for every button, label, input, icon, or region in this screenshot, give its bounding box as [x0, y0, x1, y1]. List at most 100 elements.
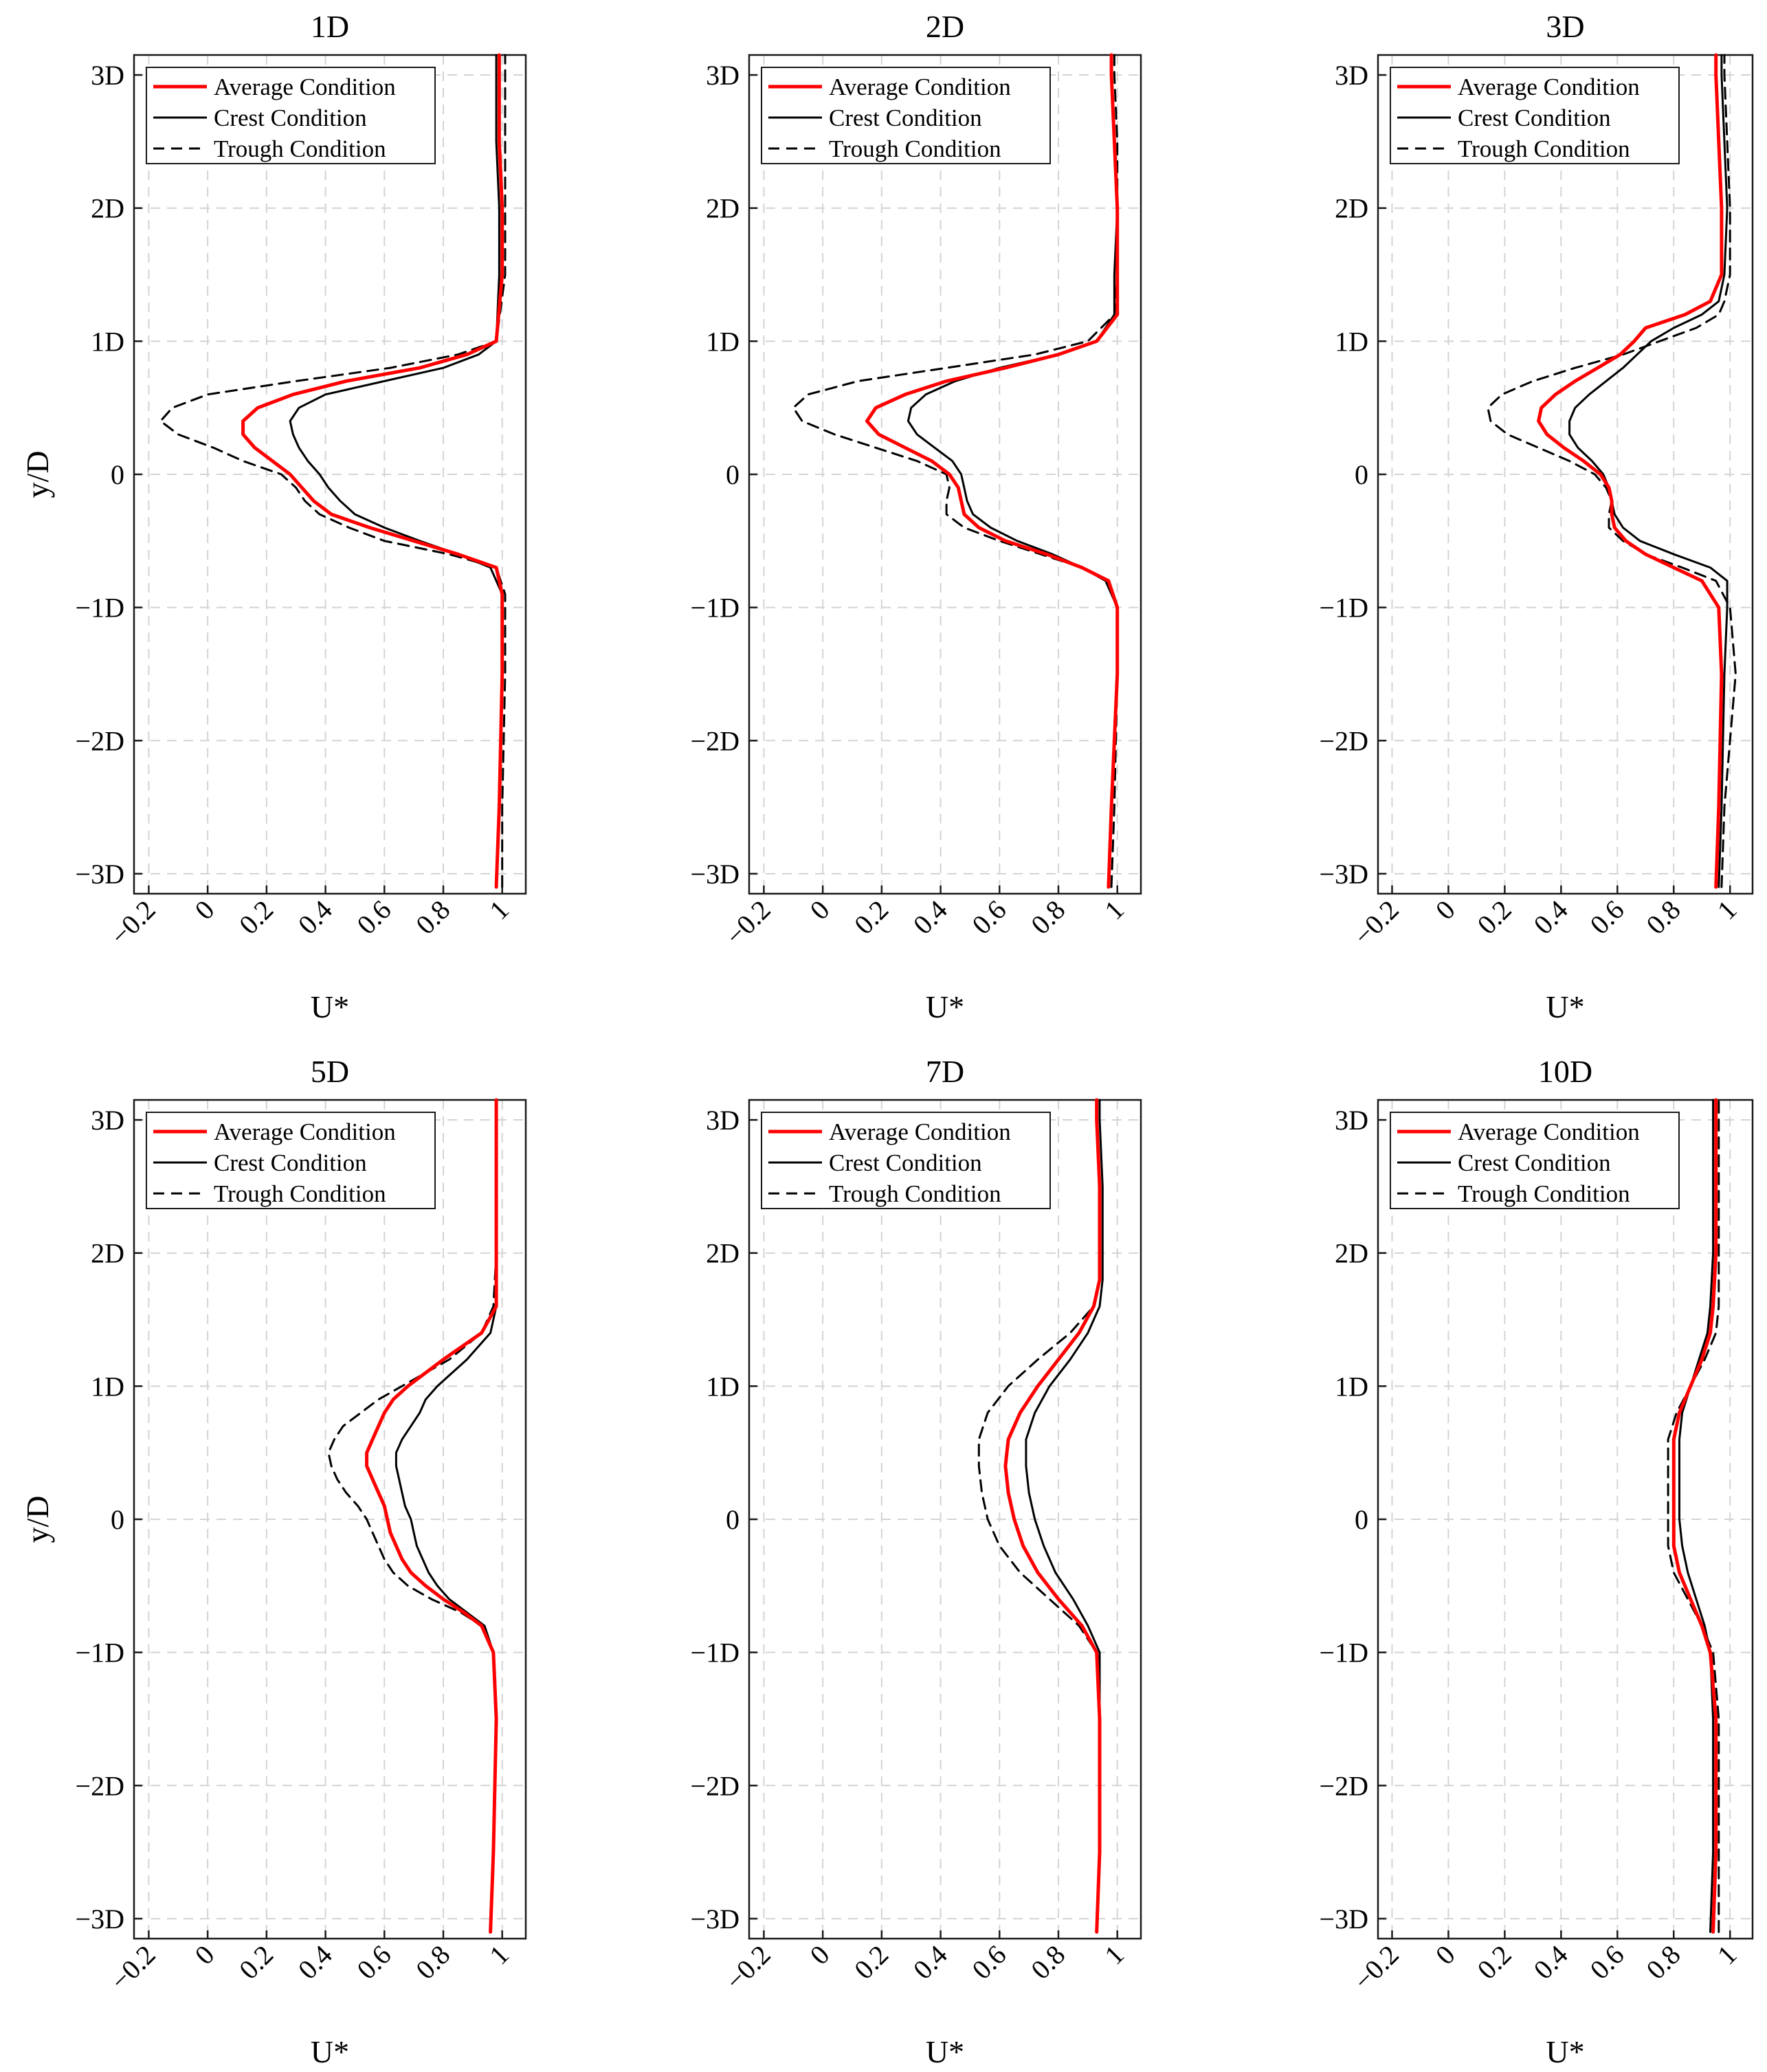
x-tick-label: 0.2	[1471, 894, 1518, 940]
series-line-trough	[327, 1099, 498, 1933]
series-line-crest	[1568, 54, 1729, 888]
y-tick-label: 2D	[91, 1238, 124, 1269]
chart-panel-5: 3D 2D 1D 0 −1D −2D −3D −0.2 0 0.2 0.4 0.6 0.8 1 7D U* Av…	[691, 1054, 1142, 2069]
legend-entry: Crest Condition	[829, 1149, 982, 1176]
x-tick-label: 0.8	[1025, 1939, 1071, 1985]
series-line-crest	[907, 54, 1119, 888]
series-line-crest	[289, 54, 504, 888]
y-tick-label: −2D	[76, 1770, 124, 1801]
y-tick-label: −2D	[1320, 725, 1368, 756]
series-line-average	[365, 1098, 498, 1934]
y-tick-label: −3D	[76, 859, 124, 890]
x-tick-label: 0.4	[907, 1939, 953, 1985]
x-tick-label: 0.2	[1471, 1939, 1518, 1985]
series-line-trough	[1487, 54, 1737, 888]
y-tick-label: −3D	[691, 1904, 740, 1935]
y-tick-label: 0	[1355, 459, 1368, 490]
y-tick-label: −1D	[76, 593, 124, 624]
x-axis-label: U*	[926, 989, 964, 1024]
y-tick-label: 2D	[1335, 1238, 1368, 1269]
y-axis-label: y/D	[20, 1496, 55, 1543]
y-tick-label: 3D	[91, 60, 124, 91]
y-tick-label: −1D	[76, 1638, 124, 1668]
x-axis-label: U*	[311, 2034, 349, 2069]
legend-entry: Crest Condition	[214, 1149, 367, 1176]
y-tick-label: −2D	[691, 725, 740, 756]
series-line-crest	[1025, 1099, 1104, 1933]
x-tick-label: 1	[1711, 1939, 1743, 1971]
x-tick-label: 0.8	[410, 894, 456, 940]
y-tick-label: 1D	[91, 1371, 124, 1402]
x-tick-label: 0.2	[233, 1939, 279, 1985]
legend: Average Condition Crest Condition Trough C…	[146, 67, 436, 164]
x-tick-label: 0.8	[1640, 894, 1686, 940]
x-tick-label: 0.6	[966, 1939, 1012, 1985]
x-tick-label: 0.6	[1583, 1939, 1630, 1985]
legend-entry: Trough Condition	[829, 1180, 1001, 1207]
x-tick-label: 0.4	[292, 1939, 338, 1985]
series-line-average	[1003, 1098, 1102, 1934]
y-tick-label: −3D	[1320, 859, 1368, 890]
x-axis-label: U*	[311, 989, 349, 1024]
x-tick-label: 0.2	[233, 894, 279, 940]
y-tick-label: −3D	[76, 1904, 124, 1935]
x-tick-label: 0.4	[907, 894, 953, 940]
legend-entry: Crest Condition	[829, 104, 982, 131]
x-tick-label: 0.6	[351, 1939, 397, 1985]
y-axis-label: y/D	[20, 451, 55, 498]
series-line-trough	[159, 54, 507, 888]
x-tick-label: 0.6	[351, 894, 397, 940]
y-tick-label: 0	[111, 459, 124, 490]
y-tick-label: 0	[726, 459, 740, 490]
series-line-average	[241, 53, 504, 889]
y-tick-label: −1D	[691, 1638, 740, 1668]
x-tick-label: 0.4	[1528, 1939, 1574, 1985]
x-tick-label: 1	[1711, 894, 1743, 926]
y-tick-label: 0	[726, 1504, 740, 1535]
x-axis-label: U*	[1546, 2034, 1584, 2069]
x-tick-label: 1	[1098, 1939, 1130, 1971]
legend-entry: Trough Condition	[1458, 1180, 1630, 1207]
legend: Average Condition Crest Condition Trough C…	[1390, 1112, 1680, 1209]
y-tick-label: 3D	[706, 1105, 740, 1136]
legend-entry: Trough Condition	[214, 1180, 386, 1207]
x-tick-label: 0.4	[292, 894, 338, 940]
legend-entry: Crest Condition	[1458, 1149, 1611, 1176]
x-tick-label: 0	[189, 1939, 221, 1971]
x-tick-label: 0	[1430, 1939, 1461, 1971]
series-line-average	[1671, 1098, 1718, 1934]
x-tick-label: 0.2	[848, 1939, 894, 1985]
y-tick-label: −1D	[691, 593, 740, 624]
y-tick-label: −3D	[1320, 1904, 1368, 1935]
chart-title: 3D	[1546, 9, 1584, 44]
y-tick-label: 3D	[1335, 60, 1368, 91]
legend-entry: Average Condition	[214, 74, 396, 100]
chart-panel-1: 3D 2D 1D 0 −1D −2D −3D −0.2 0 0.2 0.4 0.6 0.8 1 1D U* y/…	[20, 9, 527, 1024]
legend: Average Condition Crest Condition Trough C…	[1390, 67, 1680, 164]
x-axis-label: U*	[1546, 989, 1584, 1024]
legend-entry: Trough Condition	[1458, 135, 1630, 162]
legend-entry: Average Condition	[829, 1118, 1011, 1145]
series-line-crest	[394, 1099, 498, 1933]
series-line-crest	[1678, 1099, 1715, 1933]
x-tick-label: −0.2	[720, 1939, 777, 1996]
y-tick-label: 1D	[706, 326, 740, 357]
legend-entry: Crest Condition	[214, 104, 367, 131]
y-tick-label: −2D	[691, 1770, 740, 1801]
chart-panel-2: 3D 2D 1D 0 −1D −2D −3D −0.2 0 0.2 0.4 0.6 0.8 1 2D U* Av…	[691, 9, 1142, 1024]
y-tick-label: 1D	[91, 326, 124, 357]
legend: Average Condition Crest Condition Trough C…	[146, 1112, 436, 1209]
series-line-trough	[792, 54, 1119, 888]
y-tick-label: −2D	[76, 725, 124, 756]
x-tick-label: 0.2	[848, 894, 894, 940]
y-tick-label: −3D	[691, 859, 740, 890]
legend: Average Condition Crest Condition Trough C…	[761, 67, 1051, 164]
y-tick-label: 0	[111, 1504, 124, 1535]
series-line-trough	[1667, 1099, 1720, 1933]
x-tick-label: 0.8	[1640, 1939, 1686, 1985]
x-tick-label: 0.8	[1025, 894, 1071, 940]
x-axis-label: U*	[926, 2034, 964, 2069]
chart-panel-3: 3D 2D 1D 0 −1D −2D −3D −0.2 0 0.2 0.4 0.6 0.8 1 3D U* Av…	[1320, 9, 1754, 1024]
y-tick-label: 2D	[91, 193, 124, 224]
x-tick-label: 1	[483, 894, 515, 926]
